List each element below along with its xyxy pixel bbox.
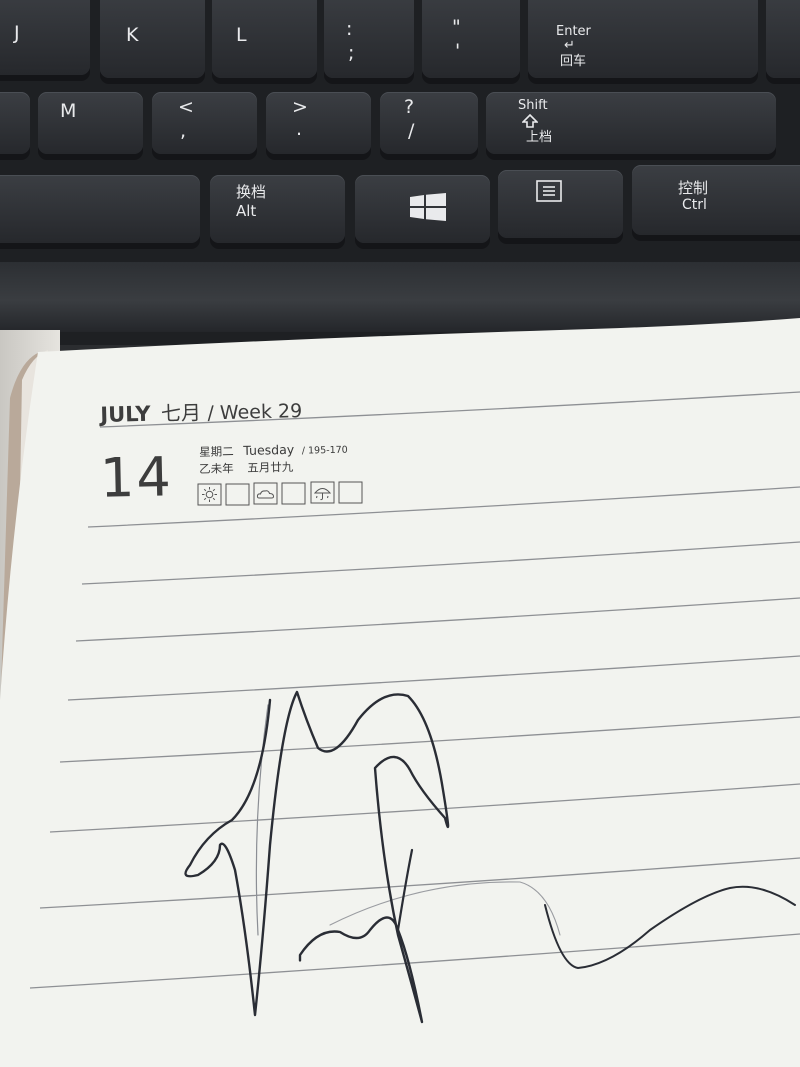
shift-arrow-icon: [522, 114, 538, 128]
key-space[interactable]: [0, 175, 200, 243]
windows-logo-icon: [410, 193, 446, 221]
key-j[interactable]: J: [0, 0, 90, 75]
key-label-cn: 控制: [678, 179, 709, 197]
key-slash[interactable]: ? /: [380, 92, 478, 154]
key-label: K: [126, 24, 139, 46]
key-label: L: [236, 24, 247, 46]
key-label-bottom: ,: [180, 120, 187, 142]
key-alt[interactable]: 换档 Alt: [210, 175, 345, 243]
sun-icon: [202, 487, 217, 502]
key-comma[interactable]: < ,: [152, 92, 257, 154]
key-label: J: [14, 22, 20, 44]
key-label-top: <: [178, 96, 194, 118]
key-label-top: ": [452, 16, 461, 38]
key-label-en: Ctrl: [682, 197, 707, 213]
key-label-bottom: .: [296, 118, 303, 140]
key-menu[interactable]: [498, 170, 623, 238]
key-label-cn: 上档: [526, 130, 553, 145]
key-partial-left[interactable]: [0, 92, 30, 154]
key-label-top: >: [292, 96, 308, 118]
key-label-cn: 换档: [236, 183, 267, 201]
keyboard-case-edge: [0, 262, 800, 332]
keyboard: J K L : ; " ' Enter ↵ 回车 M < ,: [0, 0, 800, 345]
key-label-bottom: ;: [348, 42, 355, 64]
key-label-top: :: [346, 18, 353, 40]
key-l[interactable]: L: [212, 0, 317, 78]
key-k[interactable]: K: [100, 0, 205, 78]
key-semicolon[interactable]: : ;: [324, 0, 414, 78]
key-windows[interactable]: [355, 175, 490, 243]
key-label-en: Alt: [236, 202, 257, 220]
key-label-en: Enter: [556, 24, 591, 39]
key-period[interactable]: > .: [266, 92, 371, 154]
key-enter[interactable]: Enter ↵ 回车: [528, 0, 758, 78]
key-label-top: ?: [404, 96, 415, 118]
key-partial-right[interactable]: [766, 0, 800, 78]
key-m[interactable]: M: [38, 92, 143, 154]
menu-key-icon: [536, 180, 562, 202]
enter-arrow-icon: ↵: [564, 38, 575, 53]
key-label: M: [60, 100, 77, 122]
key-quote[interactable]: " ': [422, 0, 520, 78]
key-shift[interactable]: Shift 上档: [486, 92, 776, 154]
key-label-cn: 回车: [560, 54, 587, 69]
cloud-icon: [256, 490, 275, 499]
key-label-en: Shift: [518, 98, 548, 113]
key-ctrl[interactable]: 控制 Ctrl: [632, 165, 800, 235]
rain-umbrella-icon: [313, 488, 332, 501]
key-label-bottom: ': [455, 40, 461, 62]
key-label-bottom: /: [408, 120, 415, 142]
